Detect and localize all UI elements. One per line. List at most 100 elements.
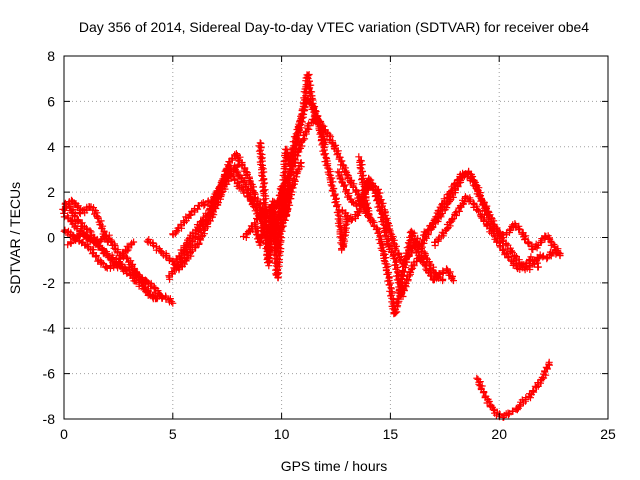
data-point (337, 171, 345, 179)
data-point (294, 166, 302, 174)
data-point (334, 149, 342, 157)
data-point (395, 295, 403, 303)
data-point (485, 398, 493, 405)
data-point (296, 159, 304, 167)
data-point (439, 277, 447, 285)
data-point (527, 394, 534, 402)
data-point (384, 262, 392, 270)
data-point (263, 206, 271, 214)
data-point (277, 245, 285, 253)
data-point (295, 126, 303, 134)
data-point (157, 248, 165, 256)
data-point (473, 374, 481, 382)
data-point (534, 263, 542, 271)
data-point (472, 181, 480, 189)
data-point (250, 190, 258, 198)
data-point (521, 234, 529, 242)
data-point (320, 135, 328, 143)
data-point (334, 168, 342, 176)
data-point (356, 206, 364, 214)
data-point (107, 262, 115, 270)
x-tick-label: 5 (169, 426, 177, 442)
data-point (328, 174, 336, 182)
data-point (518, 264, 526, 272)
data-point (296, 118, 303, 126)
data-point (450, 277, 457, 285)
data-point (354, 209, 362, 217)
data-point (182, 240, 190, 248)
x-tick-label: 20 (491, 426, 507, 442)
series-sat-l (255, 95, 329, 282)
y-tick-label: 6 (47, 93, 55, 109)
data-point (508, 247, 515, 255)
data-point (489, 405, 497, 413)
data-point (355, 153, 363, 161)
data-point (165, 273, 173, 281)
grid-lines (64, 56, 608, 419)
x-tick-label: 15 (383, 426, 399, 442)
data-point (335, 222, 343, 230)
data-point (381, 250, 389, 258)
data-point (451, 209, 459, 217)
y-tick-label: 4 (47, 139, 55, 155)
series-sat-q (420, 167, 564, 274)
data-point (439, 268, 447, 276)
data-point (154, 287, 162, 295)
data-point (81, 241, 89, 249)
data-point (495, 238, 503, 246)
data-point (424, 227, 432, 235)
data-point (449, 193, 457, 201)
data-point (303, 73, 311, 81)
x-axis-title: GPS time / hours (281, 458, 388, 474)
data-point (344, 173, 352, 181)
data-point (349, 182, 357, 190)
data-point (279, 183, 287, 191)
y-tick-label: -4 (43, 320, 56, 336)
data-point (237, 175, 245, 182)
data-point (556, 252, 564, 260)
data-point (199, 217, 207, 225)
y-tick-label: -6 (43, 366, 56, 382)
data-point (417, 256, 425, 264)
data-point (448, 215, 456, 222)
data-point (366, 179, 374, 187)
chart-title: Day 356 of 2014, Sidereal Day-to-day VTE… (79, 19, 589, 35)
data-point (123, 242, 131, 250)
data-point (477, 192, 484, 200)
data-point (443, 265, 450, 273)
data-point (437, 211, 445, 219)
data-point (297, 159, 305, 167)
data-point (306, 84, 314, 92)
data-point (188, 247, 196, 255)
data-point (376, 232, 384, 240)
data-point (162, 253, 170, 261)
data-point (511, 220, 519, 228)
data-point (150, 242, 157, 250)
data-points (59, 71, 564, 421)
data-point (545, 358, 553, 366)
data-point (393, 303, 401, 311)
x-tick-label: 0 (60, 426, 68, 442)
data-point (262, 195, 270, 203)
data-point (214, 192, 222, 200)
data-point (465, 197, 473, 205)
data-point (144, 287, 152, 294)
data-point (205, 210, 213, 218)
data-point (466, 196, 474, 204)
data-point (233, 167, 241, 175)
y-axis-title: SDTVAR / TECUs (7, 182, 23, 294)
data-point (341, 221, 349, 229)
data-point (292, 130, 300, 138)
data-point (341, 181, 349, 189)
data-point (257, 161, 265, 168)
data-point (475, 184, 483, 192)
data-point (302, 89, 310, 97)
data-point (480, 216, 488, 224)
data-point (89, 236, 96, 244)
data-point (272, 229, 279, 237)
data-point (158, 293, 166, 300)
data-point (401, 264, 409, 272)
data-point (278, 234, 286, 242)
data-point (130, 238, 138, 246)
data-point (299, 136, 307, 144)
